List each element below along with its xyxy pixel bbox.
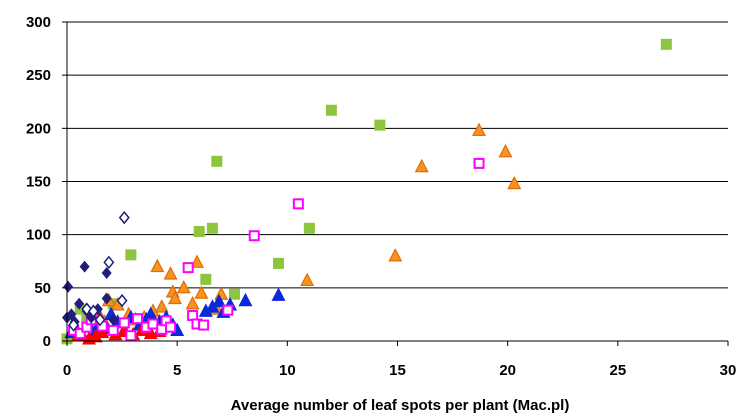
x-tick-label: 30 — [720, 362, 737, 379]
data-point — [132, 313, 144, 325]
data-points — [61, 38, 672, 345]
data-point — [228, 288, 240, 300]
data-point — [472, 122, 487, 137]
y-tick-label: 150 — [26, 174, 51, 191]
tick-labels: 0 50 100 150 200 250 300 0 5 10 15 20 25 30 — [26, 14, 736, 379]
data-point — [95, 324, 110, 339]
data-point — [118, 317, 130, 329]
x-tick-label: 0 — [63, 362, 71, 379]
y-tick-label: 300 — [26, 14, 51, 31]
gridlines — [67, 21, 728, 289]
y-tick-label: 200 — [26, 120, 51, 137]
y-tick-label: 100 — [26, 227, 51, 244]
data-point — [167, 290, 182, 305]
data-point — [374, 119, 386, 131]
data-point — [193, 225, 205, 237]
data-point — [103, 255, 115, 269]
data-point — [101, 292, 112, 305]
data-point — [325, 104, 337, 116]
x-tick-label: 5 — [173, 362, 181, 379]
data-point — [182, 262, 194, 274]
data-point — [507, 175, 522, 190]
data-point — [473, 157, 485, 169]
data-point — [200, 273, 212, 285]
data-point — [211, 155, 223, 167]
data-point — [101, 266, 112, 279]
data-point — [108, 313, 119, 326]
y-tick-label: 0 — [43, 333, 51, 350]
data-point — [660, 38, 672, 50]
data-point — [118, 210, 130, 225]
data-point — [185, 295, 200, 310]
data-point — [163, 266, 178, 280]
data-point — [292, 198, 304, 210]
data-point — [74, 303, 86, 315]
data-point — [116, 293, 128, 308]
axes — [62, 21, 729, 346]
data-point — [198, 319, 210, 331]
data-point — [214, 286, 229, 300]
data-point — [74, 297, 85, 310]
data-point — [248, 230, 260, 242]
x-tick-label: 15 — [389, 362, 406, 379]
data-point — [414, 158, 429, 173]
x-axis-title: Average number of leaf spots per plant (… — [231, 397, 570, 414]
data-point — [271, 287, 286, 301]
data-point — [68, 318, 80, 332]
data-point — [222, 304, 234, 316]
x-tick-label: 25 — [609, 362, 626, 379]
data-point — [194, 285, 209, 299]
data-point — [147, 318, 159, 330]
data-point — [94, 313, 106, 327]
data-point — [300, 272, 315, 286]
data-point — [303, 222, 315, 234]
data-point — [388, 248, 403, 262]
data-point — [154, 299, 169, 313]
x-tick-label: 10 — [279, 362, 296, 379]
x-tick-label: 20 — [499, 362, 516, 379]
data-point — [150, 258, 165, 273]
y-tick-label: 50 — [34, 280, 51, 297]
y-tick-label: 250 — [26, 67, 51, 84]
data-point — [74, 328, 86, 340]
data-point — [79, 260, 90, 273]
data-point — [206, 222, 218, 234]
data-point — [87, 304, 99, 318]
data-point — [238, 292, 253, 307]
data-point — [176, 280, 191, 294]
data-point — [273, 257, 285, 269]
data-point — [125, 249, 137, 261]
data-point — [498, 143, 513, 158]
data-point — [165, 321, 177, 333]
data-point — [107, 324, 119, 336]
data-point — [63, 280, 74, 293]
data-point — [190, 254, 204, 268]
data-point — [212, 293, 227, 308]
data-point — [125, 330, 137, 342]
